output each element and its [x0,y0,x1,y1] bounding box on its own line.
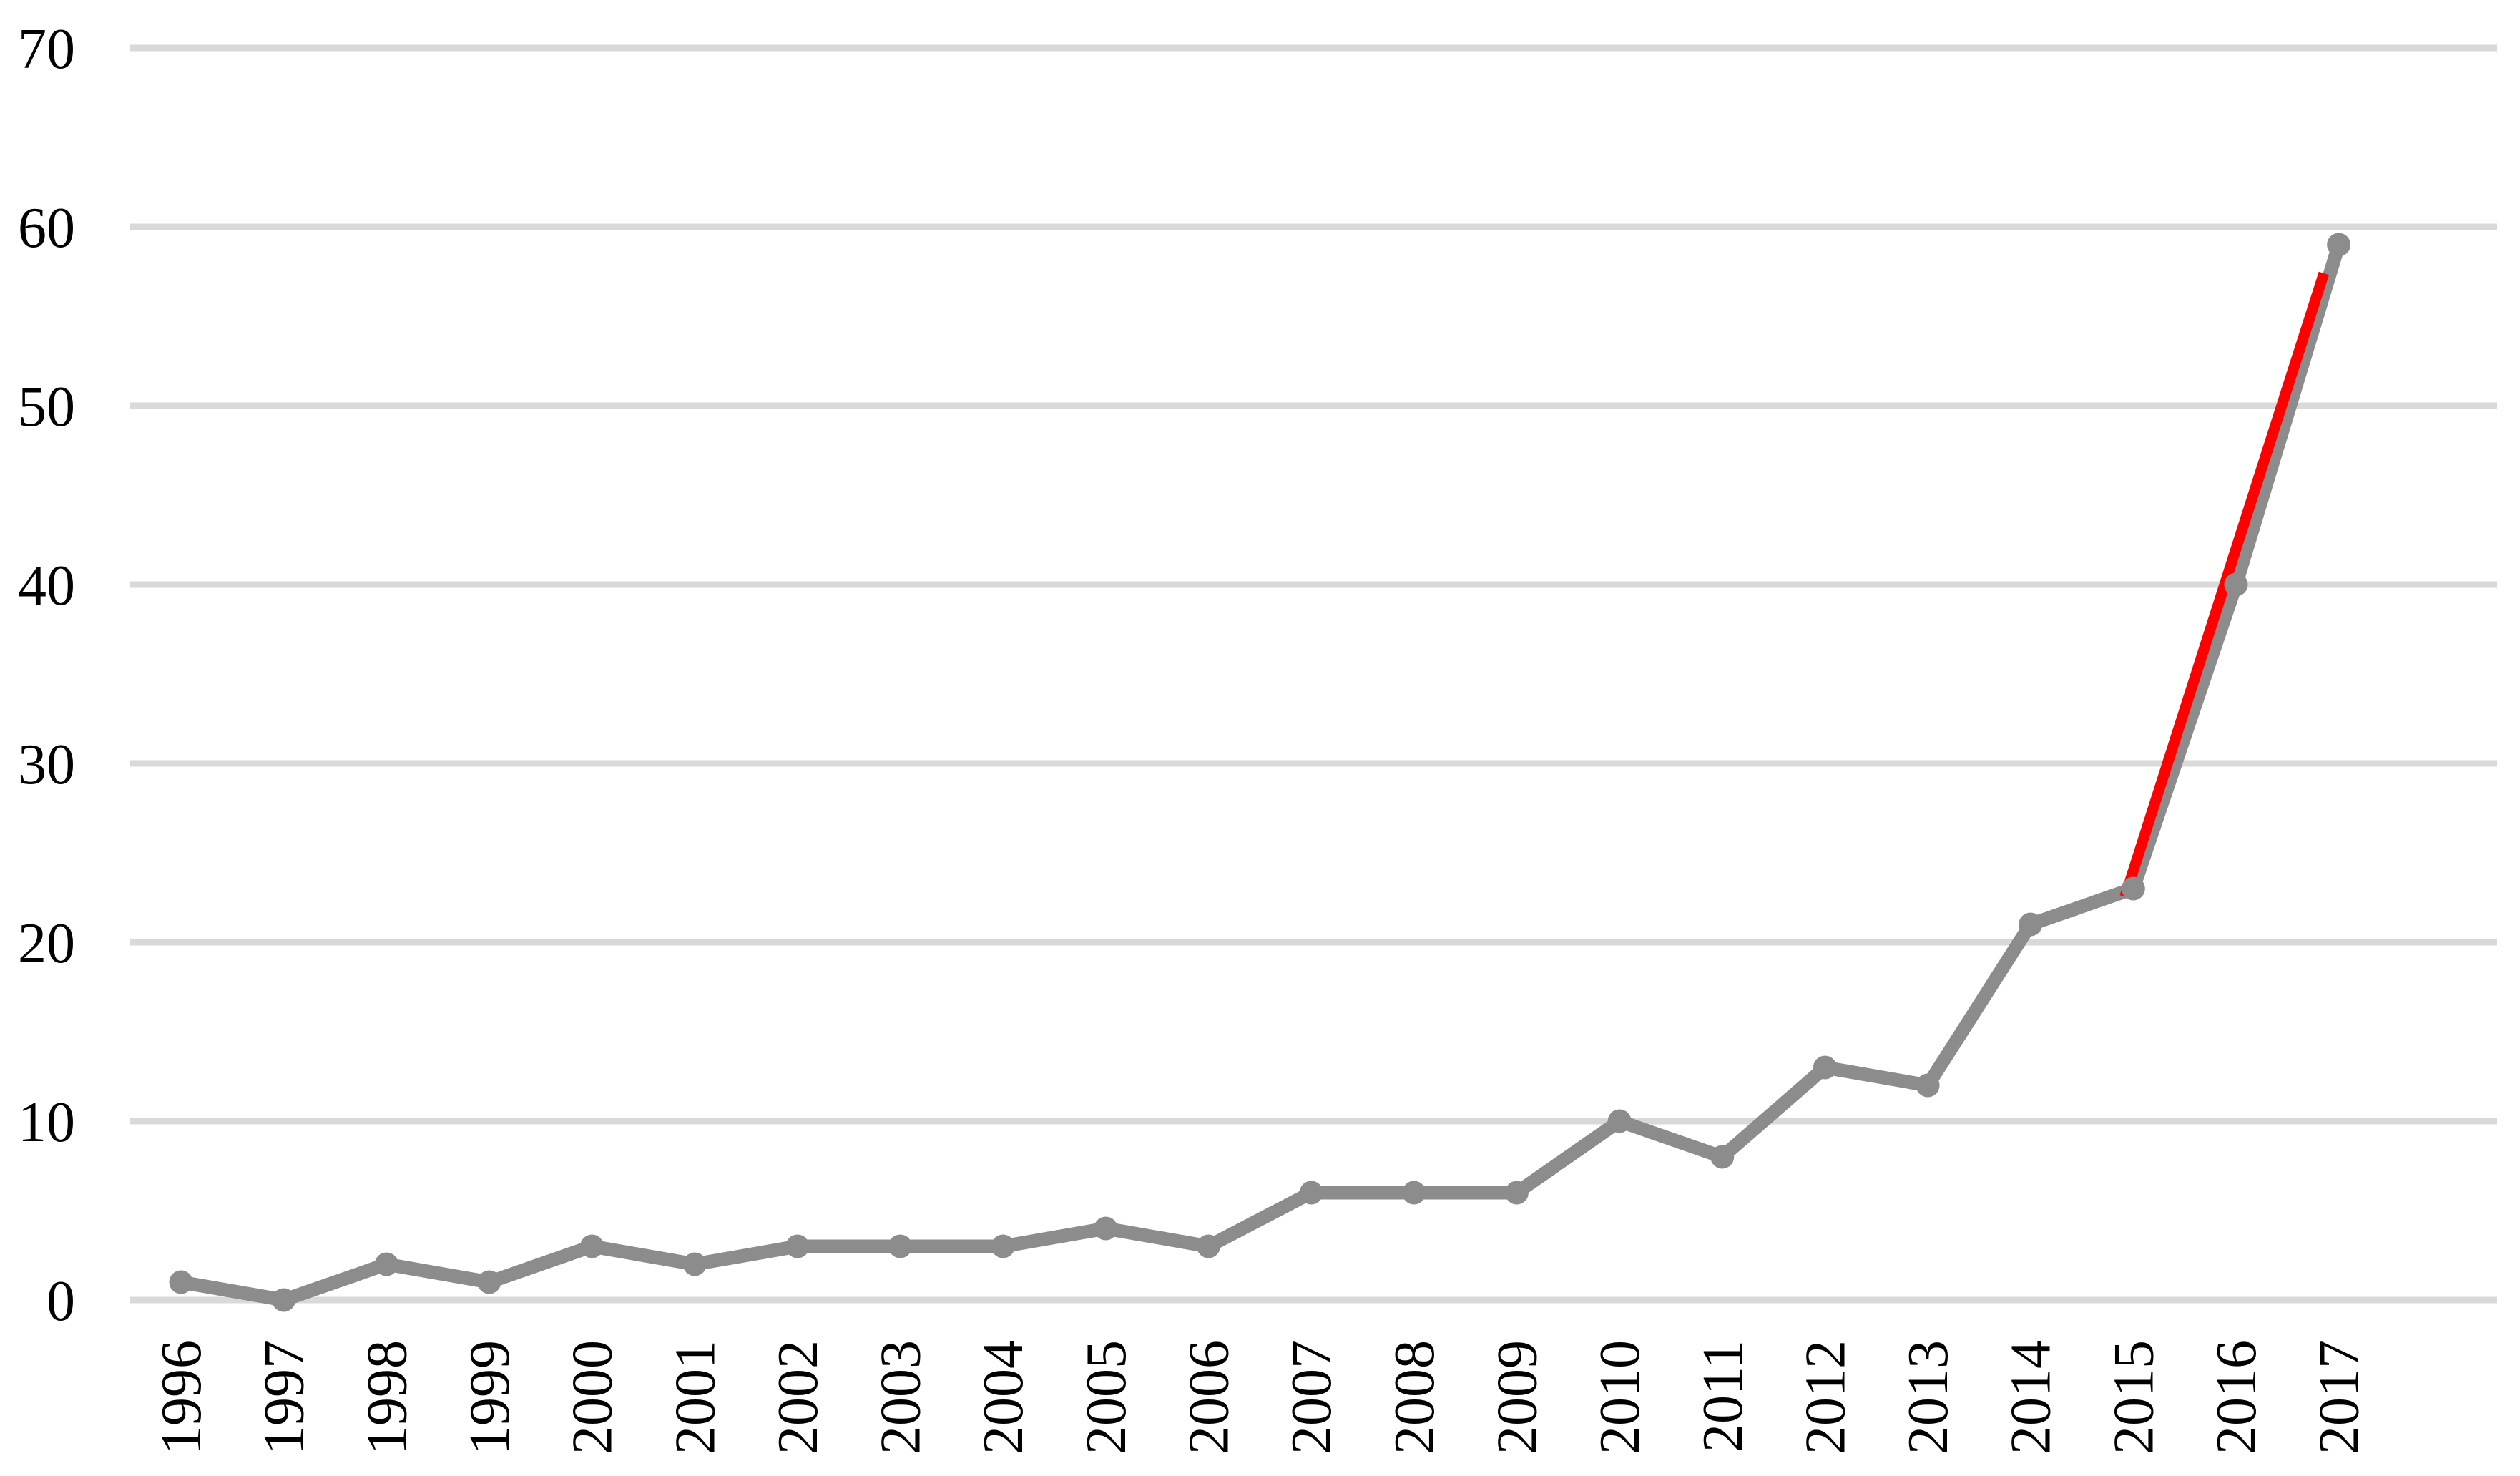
x-axis-tick-labels: 1996 1997 1998 1999 2000 2001 2002 2003 2004 2005… [150,1340,2371,1455]
data-point-marker-2016 [2224,572,2248,597]
y-axis-tick-labels: 70 60 50 40 30 20 10 0 [18,18,75,1333]
data-point-marker-2005 [1094,1216,1118,1241]
y-axis-tick-label: 20 [18,912,75,975]
data-point-marker-2017 [2327,233,2351,257]
data-point-marker-2013 [1916,1073,1940,1098]
x-axis-tick-label: 2016 [2205,1340,2268,1455]
data-point-marker-2004 [991,1234,1015,1258]
x-axis-tick-label: 2009 [1486,1340,1549,1455]
data-point-marker-2010 [1607,1109,1632,1133]
x-axis-tick-label: 1996 [150,1340,213,1455]
y-axis-tick-label: 40 [18,554,75,617]
data-point-marker-2001 [682,1252,707,1276]
x-axis-tick-label: 2003 [870,1340,933,1455]
data-point-markers [169,233,2351,1312]
data-point-marker-1997 [272,1288,296,1312]
x-axis-tick-label: 2011 [1692,1340,1755,1452]
data-point-marker-2006 [1197,1234,1220,1258]
y-axis-tick-label: 30 [18,733,75,796]
data-point-marker-2007 [1299,1181,1323,1205]
x-axis-tick-label: 1998 [356,1340,418,1455]
data-point-marker-2008 [1402,1181,1426,1205]
x-axis-tick-label: 2013 [1897,1340,1960,1455]
data-point-marker-1996 [169,1270,193,1294]
x-axis-tick-label: 1997 [253,1340,316,1455]
x-axis-tick-label: 2002 [767,1340,830,1455]
data-point-marker-2012 [1813,1055,1837,1080]
x-axis-tick-label: 2005 [1075,1340,1138,1455]
x-axis-tick-label: 2006 [1178,1340,1241,1455]
x-axis-tick-label: 2004 [972,1340,1035,1455]
data-point-marker-2014 [2019,912,2043,937]
x-axis-tick-label: 2000 [562,1340,624,1455]
x-axis-tick-label: 2008 [1383,1340,1446,1455]
gridlines-group [130,44,2497,1304]
x-axis-tick-label: 2017 [2308,1340,2371,1455]
y-axis-tick-label: 10 [18,1091,75,1154]
x-axis-tick-label: 2001 [664,1340,727,1455]
x-axis-tick-label: 2015 [2102,1340,2165,1455]
y-axis-tick-label: 0 [46,1270,75,1333]
data-point-marker-2009 [1504,1181,1529,1205]
data-point-marker-1998 [374,1252,398,1276]
data-point-marker-2003 [888,1234,913,1258]
y-axis-tick-label: 60 [18,197,75,260]
x-axis-tick-label: 2007 [1280,1340,1343,1455]
x-axis-tick-label: 2010 [1589,1340,1652,1455]
x-axis-tick-label: 2012 [1794,1340,1857,1455]
y-axis-tick-label: 70 [18,18,75,81]
data-point-marker-2000 [580,1234,604,1258]
x-axis-tick-label: 2014 [2000,1340,2063,1455]
data-point-marker-2002 [785,1234,810,1258]
data-point-marker-2015 [2121,876,2145,901]
data-point-marker-2011 [1710,1145,1735,1169]
x-axis-tick-label: 1999 [459,1340,521,1455]
data-point-marker-1999 [477,1270,501,1294]
y-axis-tick-label: 50 [18,376,75,439]
data-series-line [174,238,2346,1307]
